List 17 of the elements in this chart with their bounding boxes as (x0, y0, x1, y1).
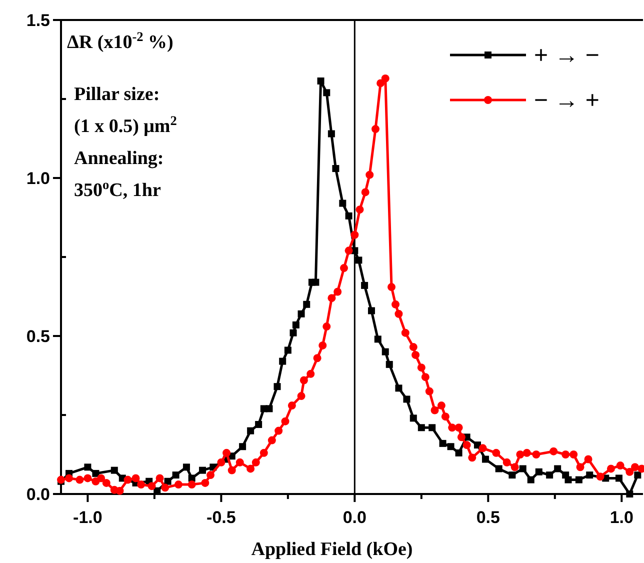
y-axis-title: ΔR (x10$^{-2}$ %) (67, 28, 174, 53)
y-tick-label: 0.0 (26, 485, 50, 504)
x-tick-label: 0.5 (476, 508, 500, 527)
y-tick-label: 1.5 (26, 11, 50, 30)
x-axis-title: Applied Field (kOe) (251, 539, 413, 560)
x-tick-label: -0.5 (206, 508, 236, 527)
legend-label: + → − (534, 42, 600, 69)
annotation: Pillar size: (74, 84, 160, 105)
y-tick-label: 1.0 (26, 169, 50, 188)
x-tick-label: -1.0 (73, 508, 102, 527)
x-tick-label: 0.0 (342, 508, 366, 527)
annotation: Annealing: (74, 148, 164, 169)
annotation: (1 x 0.5) μm$^{2}$ (74, 112, 178, 137)
x-tick-label: 1.0 (610, 508, 634, 527)
annotation: 350$^{o}$C, 1hr (74, 176, 162, 201)
y-tick-label: 0.5 (26, 327, 50, 346)
legend-label: − → + (534, 87, 600, 114)
